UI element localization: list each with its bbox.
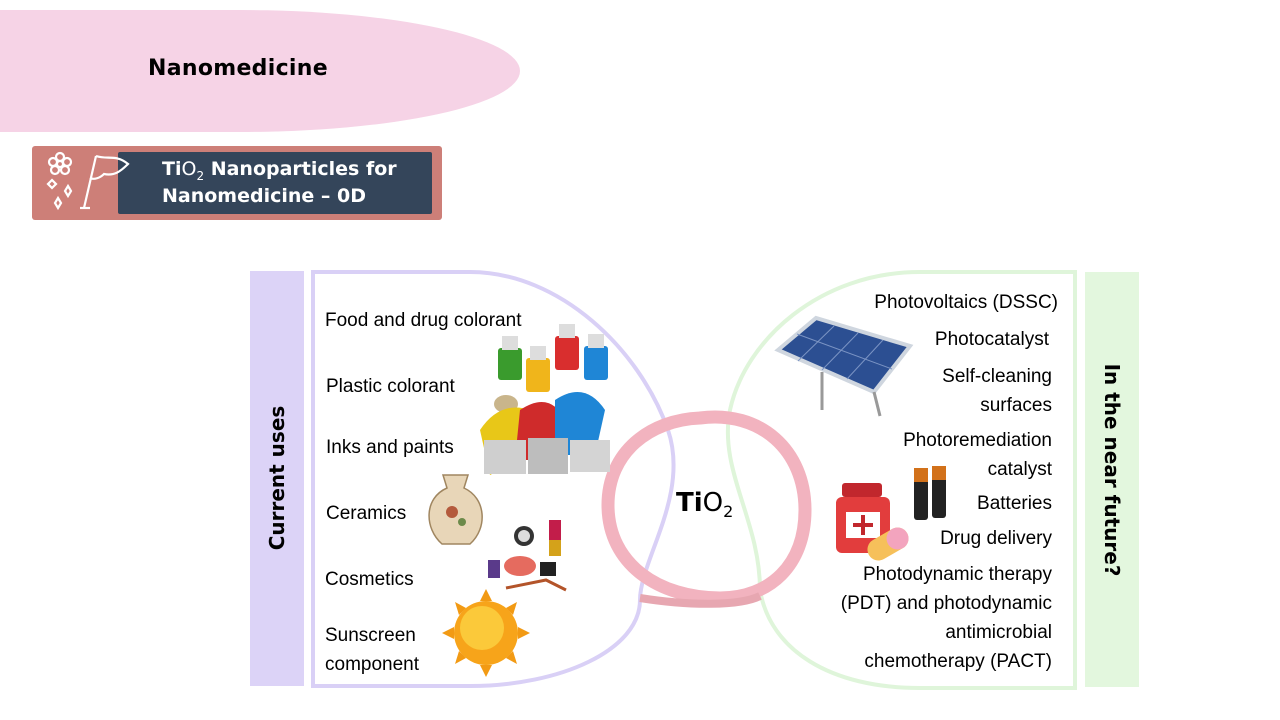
medicine-icon: [836, 483, 909, 561]
paint-cans-icon: [480, 392, 610, 475]
flower-flag-icon: [46, 151, 130, 211]
badge-line-1: TiO2 Nanoparticles for: [162, 158, 397, 183]
cosmetics-icon: [488, 520, 567, 592]
list-item: Sunscreen: [325, 625, 416, 646]
list-item: Food and drug colorant: [325, 310, 522, 331]
title-banner: [0, 10, 520, 132]
page-title: Nanomedicine: [148, 56, 328, 81]
tio2-loop: [601, 410, 812, 605]
near-future-bar: [1085, 272, 1139, 687]
center-label: TiO2: [676, 488, 734, 522]
list-item: surfaces: [980, 395, 1052, 416]
list-item: Batteries: [977, 493, 1052, 514]
near-future-label: In the near future?: [1100, 363, 1124, 577]
list-item: Plastic colorant: [326, 376, 455, 397]
list-item: catalyst: [987, 459, 1052, 480]
list-item: (PDT) and photodynamic: [840, 593, 1052, 614]
current-uses-outline: [311, 270, 676, 688]
vase-icon: [428, 474, 483, 545]
list-item: Photovoltaics (DSSC): [874, 292, 1058, 313]
list-item: Photoremediation: [903, 430, 1052, 451]
list-item: Ceramics: [326, 503, 407, 524]
list-item: Photocatalyst: [934, 329, 1049, 350]
solar-panel-icon: [774, 315, 914, 417]
current-uses-bar: [250, 271, 304, 686]
list-item: antimicrobial: [945, 622, 1052, 643]
list-item: Drug delivery: [940, 528, 1052, 549]
list-item: chemotherapy (PACT): [864, 651, 1052, 672]
badge-line-2: Nanomedicine – 0D: [162, 185, 367, 207]
batteries-icon: [914, 466, 946, 520]
list-item: component: [325, 654, 420, 675]
subtitle-badge-inner: TiO2 Nanoparticles for Nanomedicine – 0D: [118, 152, 432, 214]
list-item: Self-cleaning: [942, 366, 1052, 387]
future-outline: [725, 270, 1077, 690]
current-uses-label: Current uses: [265, 405, 289, 551]
list-item: Inks and paints: [326, 437, 454, 458]
list-item: Cosmetics: [325, 569, 414, 590]
list-item: Photodynamic therapy: [862, 564, 1052, 585]
sun-icon: [442, 589, 530, 677]
paint-bottles-icon: [498, 324, 608, 392]
